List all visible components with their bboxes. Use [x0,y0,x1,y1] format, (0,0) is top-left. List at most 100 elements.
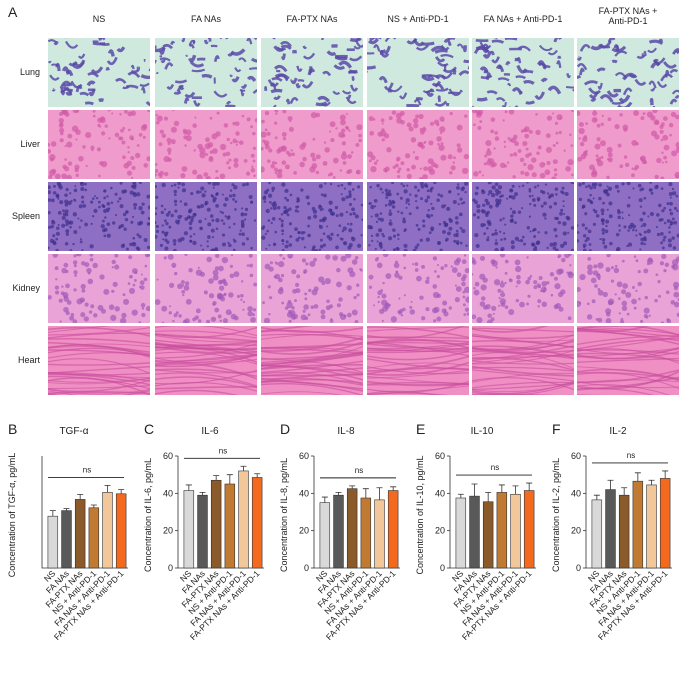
error-bar-1 [199,492,206,496]
row-label-liver: Liver [20,138,40,149]
column-header-1: FA NAs [190,14,221,24]
micrograph-spleen-1 [155,182,257,251]
y-tick-label: 40 [571,488,581,498]
error-bar-0 [593,494,600,500]
error-bar-1 [607,479,614,490]
micrograph-spleen-4 [472,182,574,251]
error-bar-2 [621,487,628,496]
error-bar-5 [526,482,533,491]
column-header-5: FA-PTX NAs + Anti-PD-1 [598,6,658,26]
error-bar-4 [512,485,519,495]
micrograph-kidney-1 [155,254,257,323]
bar-4 [238,470,249,569]
y-tick-label: 0 [304,563,309,573]
micrograph-kidney-4 [472,254,574,323]
column-header-4: FA NAs + Anti-PD-1 [483,14,563,24]
y-axis-label: Concentration of TGF-α, pg/mL [7,453,17,578]
chart-title: TGF-α [59,426,88,437]
bar-5 [659,478,671,569]
bar-1 [61,510,72,569]
column-header-3: NS + Anti-PD-1 [387,14,449,24]
bar-1 [605,489,616,569]
bar-0 [455,497,467,569]
bar-3 [632,480,644,569]
micrograph-liver-1 [155,110,257,179]
panel-a-letter: A [8,4,18,20]
chart-letter: F [552,421,561,437]
bar-5 [387,490,399,569]
micrograph-kidney-5 [577,254,679,323]
chart-title: IL-10 [471,426,494,437]
column-header-2: FA-PTX NAs [286,14,338,24]
column-header-0: NS [92,14,106,24]
micrograph-lung-1 [155,38,257,107]
y-tick-label: 60 [571,451,581,461]
error-bar-5 [118,489,125,494]
bar-1 [469,495,480,569]
bar-0 [591,499,603,569]
y-axis-label: Concentration of IL-6, pg/mL [143,458,153,572]
bar-4 [102,492,113,569]
micrograph-spleen-3 [367,182,469,251]
bar-2 [346,488,358,569]
micrograph-liver-4 [472,110,574,179]
y-axis-label: Concentration of IL-2, pg/mL [551,458,561,572]
micrograph-heart-4 [472,326,574,395]
bar-0 [183,490,195,569]
y-tick-label: 20 [435,526,445,536]
micrograph-lung-3 [367,38,469,107]
micrograph-spleen-2 [261,182,363,251]
bar-4 [646,484,657,569]
y-tick-label: 60 [299,451,309,461]
micrograph-kidney-3 [367,254,469,323]
bar-5 [115,493,127,569]
error-bar-3 [90,504,97,508]
bar-4 [374,499,385,569]
y-tick-label: 20 [163,526,173,536]
bar-3 [360,497,372,569]
error-bar-2 [485,492,492,502]
chart-letter: D [280,421,290,437]
chart-c: C IL-6 Concentration of IL-6, pg/mL 0 20 40 60… [143,421,264,642]
bar-2 [482,501,494,569]
y-tick-label: 60 [435,451,445,461]
micrograph-lung-0 [48,38,150,107]
error-bar-4 [104,485,111,493]
chart-letter: C [144,421,154,437]
error-bar-1 [335,492,342,496]
error-bar-0 [321,496,328,503]
bar-0 [47,515,59,569]
chart-e: E IL-10 Concentration of IL-10, pg/mL 0 20 40… [415,421,536,642]
significance-label: ns [627,451,635,460]
bar-1 [197,494,208,569]
y-tick-label: 40 [299,488,309,498]
y-tick-label: 0 [440,563,445,573]
micrograph-lung-5 [577,38,679,107]
chart-title: IL-6 [201,426,219,437]
bar-2 [74,499,86,569]
chart-letter: B [8,421,17,437]
error-bar-3 [362,488,369,498]
bar-3 [496,492,508,569]
significance-label: ns [491,463,499,472]
bar-1 [333,494,344,569]
bar-0 [319,502,331,569]
error-bar-4 [240,465,247,471]
chart-title: IL-8 [337,426,355,437]
y-axis-label: Concentration of IL-8, pg/mL [279,458,289,572]
micrograph-heart-0 [48,326,150,395]
row-label-kidney: Kidney [12,282,40,293]
y-tick-label: 40 [163,488,173,498]
y-tick-label: 20 [299,526,309,536]
micrograph-heart-3 [367,326,469,395]
chart-d: D IL-8 Concentration of IL-8, pg/mL 0 20 40 60… [279,421,400,642]
error-bar-3 [226,474,233,484]
micrograph-liver-3 [367,110,469,179]
error-bar-4 [648,479,655,485]
chart-title: IL-2 [609,426,627,437]
error-bar-5 [254,473,261,478]
axes [41,456,128,569]
micrograph-liver-5 [577,110,679,179]
row-label-spleen: Spleen [11,210,40,221]
